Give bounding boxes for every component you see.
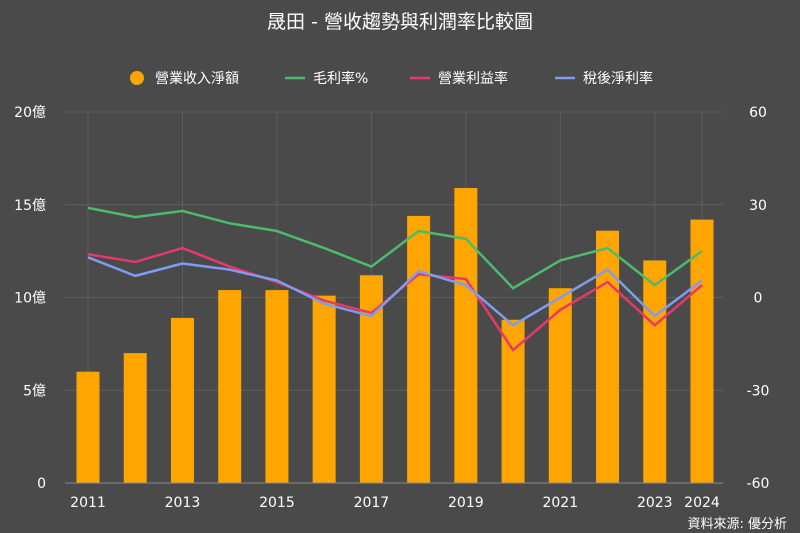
bar	[170, 317, 194, 483]
y-left-tick-label: 20億	[14, 105, 46, 121]
bar	[454, 188, 478, 483]
x-tick-label: 2011	[70, 495, 106, 511]
bar	[501, 319, 525, 483]
legend-label: 營業收入淨額	[155, 71, 239, 87]
bar	[359, 275, 383, 483]
bar	[407, 215, 431, 483]
y-left-tick-label: 10億	[14, 291, 46, 307]
x-tick-label: 2017	[354, 495, 390, 511]
y-left-tick-label: 15億	[14, 198, 46, 214]
source-note: 資料來源: 優分析	[687, 517, 787, 532]
legend: 營業收入淨額 毛利率% 營業利益率 稅後淨利率	[130, 70, 653, 87]
y-right-tick-label: -60	[747, 476, 770, 492]
x-tick-label: 2024	[684, 495, 720, 511]
series-line	[87, 206, 703, 290]
y-left-tick-label: 5億	[23, 383, 46, 399]
bar	[548, 288, 572, 483]
axes: 0 5億 10億 15億 20億 -60 -30 0 30 60 2011 2013 2015 2017 2…	[14, 105, 769, 511]
legend-label: 毛利率%	[313, 70, 368, 87]
chart-title: 晟田 - 營收趨勢與利潤率比較圖	[267, 11, 533, 33]
legend-label: 稅後淨利率	[583, 70, 653, 87]
y-right-tick-label: -30	[747, 383, 770, 399]
y-right-tick-label: 60	[749, 105, 767, 121]
bar	[596, 230, 620, 483]
x-tick-label: 2023	[637, 495, 673, 511]
x-tick-label: 2013	[165, 495, 201, 511]
series-line	[87, 256, 703, 327]
bar	[265, 290, 289, 483]
legend-marker-circle	[130, 71, 144, 85]
x-tick-label: 2019	[448, 495, 484, 511]
bar	[312, 295, 336, 483]
legend-label: 營業利益率	[438, 70, 508, 87]
bars	[76, 188, 714, 483]
y-left-tick-label: 0	[37, 476, 46, 492]
bar	[690, 219, 714, 483]
y-right-tick-label: 0	[754, 291, 763, 307]
x-tick-label: 2015	[259, 495, 295, 511]
x-tick-label: 2021	[542, 495, 578, 511]
bar	[218, 290, 242, 483]
lines	[87, 206, 703, 352]
bar	[643, 260, 667, 483]
bar	[123, 353, 147, 483]
y-right-tick-label: 30	[749, 198, 767, 214]
bar	[76, 371, 100, 483]
